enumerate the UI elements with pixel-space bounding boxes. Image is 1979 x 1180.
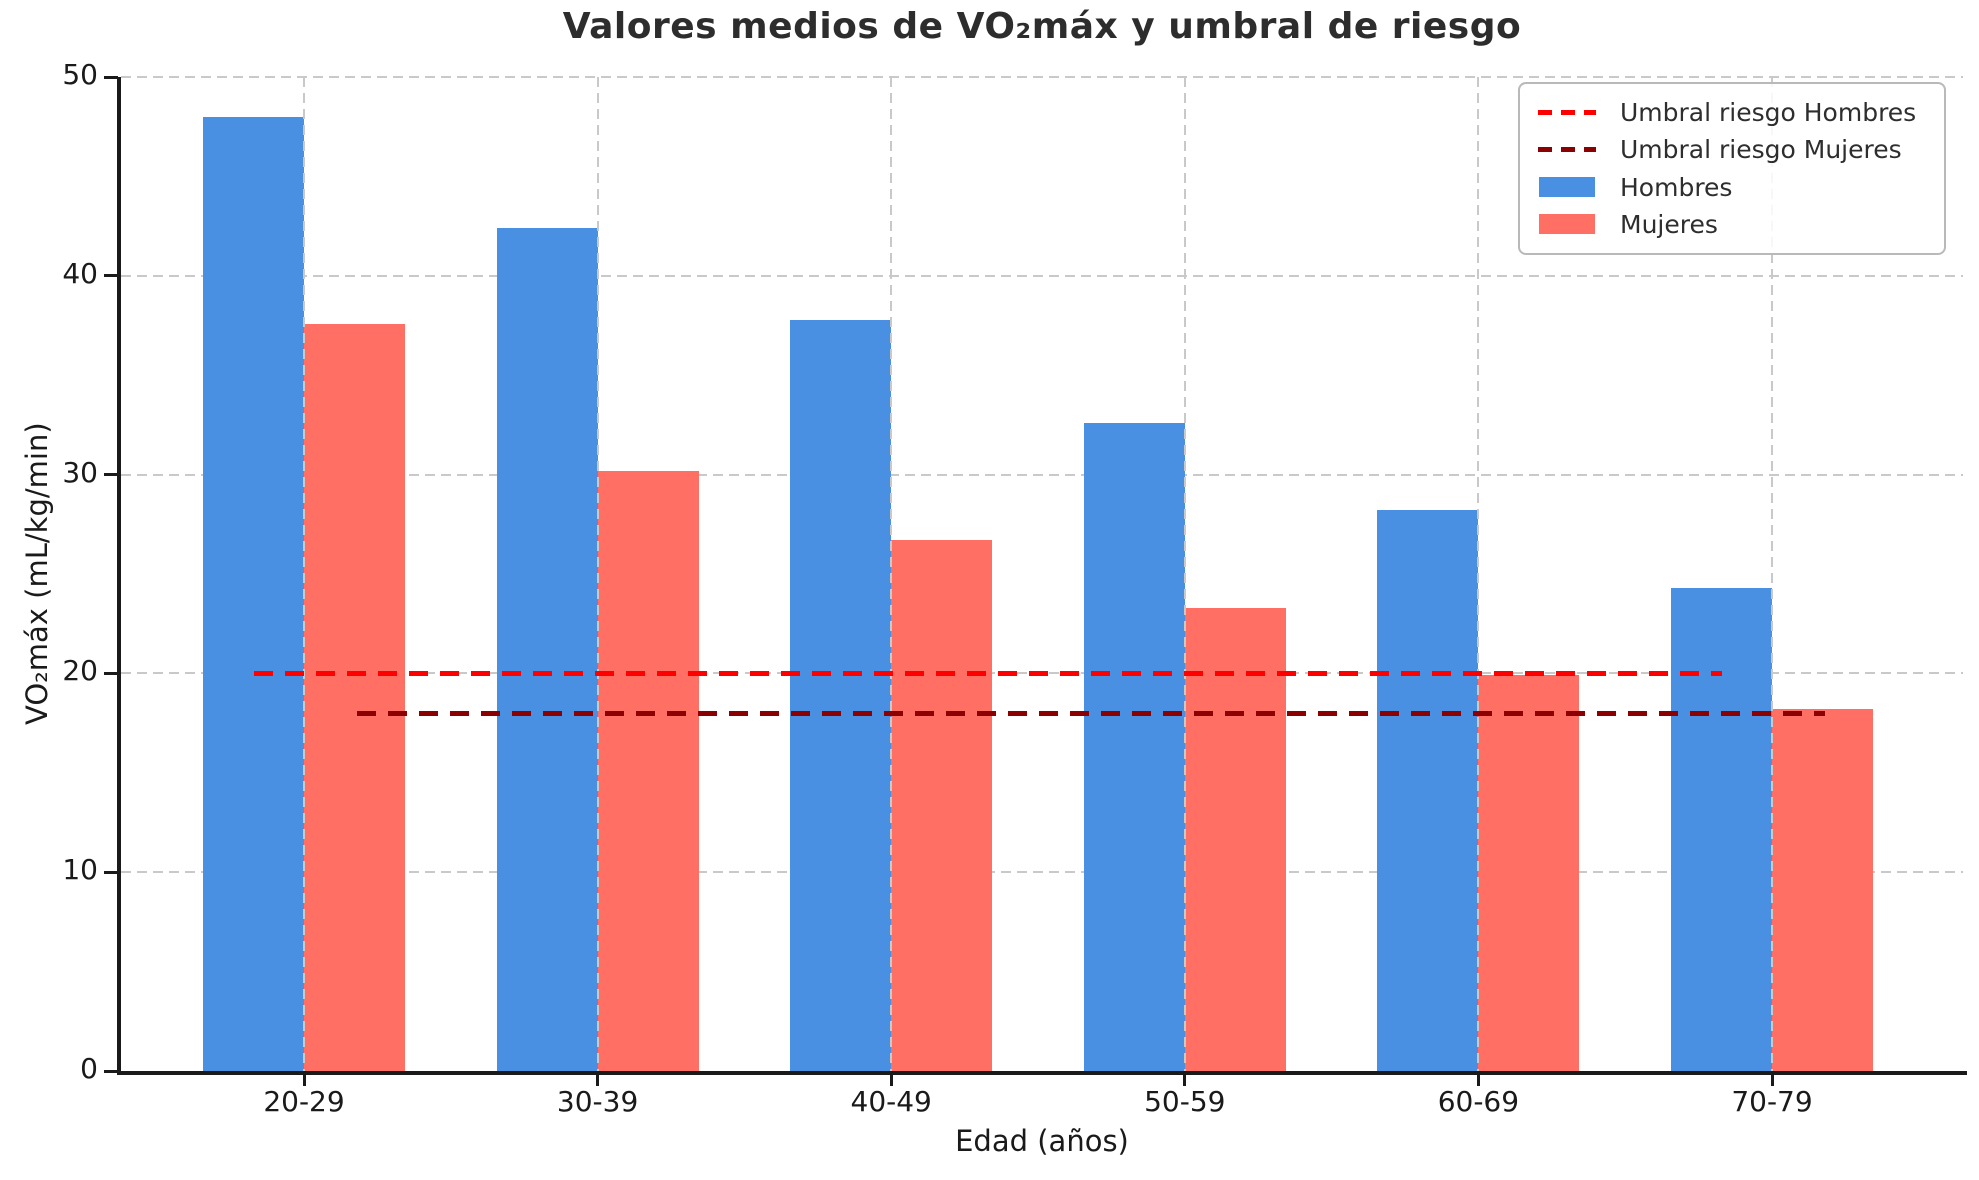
gridline-horizontal-50 — [121, 76, 1963, 78]
bar-mujeres-70-79 — [1772, 709, 1873, 1071]
x-tick-label-70-79: 70-79 — [1731, 1085, 1813, 1118]
y-tick-10 — [104, 870, 118, 874]
legend-label-umbral-riesgo-mujeres: Umbral riesgo Mujeres — [1620, 135, 1902, 165]
legend-label-mujeres: Mujeres — [1620, 209, 1718, 239]
umbral-riesgo-hombres-dashed-line-sample — [1538, 110, 1596, 116]
y-axis-spine — [117, 77, 121, 1075]
gridline-vertical-20-29 — [303, 77, 305, 1071]
legend-label-umbral-riesgo-hombres: Umbral riesgo Hombres — [1620, 98, 1917, 128]
bar-hombres-50-59 — [1083, 422, 1185, 1071]
x-tick-70-79 — [1770, 1073, 1774, 1086]
legend: Umbral riesgo Hombres Umbral riesgo Mujer… — [1518, 82, 1946, 255]
x-tick-label-20-29: 20-29 — [263, 1085, 345, 1118]
legend-item-umbral-riesgo-mujeres: Umbral riesgo Mujeres — [1538, 132, 1926, 168]
x-tick-label-30-39: 30-39 — [556, 1085, 639, 1118]
bar-mujeres-50-59 — [1184, 607, 1286, 1071]
threshold-line-umbral-riesgo-hombres — [253, 670, 1722, 676]
gridline-vertical-70-79 — [1771, 77, 1773, 1071]
bar-hombres-30-39 — [496, 228, 598, 1071]
legend-item-mujeres: Mujeres — [1538, 206, 1926, 242]
legend-swatch-hombres — [1538, 177, 1596, 198]
legend-swatch-umbral-riesgo-hombres — [1538, 110, 1596, 116]
legend-item-hombres: Hombres — [1538, 169, 1926, 205]
x-tick-30-39 — [596, 1073, 600, 1086]
gridline-vertical-30-39 — [596, 77, 599, 1071]
bar-mujeres-40-49 — [891, 540, 993, 1071]
umbral-riesgo-mujeres-dashed-line-sample — [1538, 147, 1596, 153]
x-tick-40-49 — [889, 1073, 893, 1086]
x-tick-label-40-49: 40-49 — [850, 1085, 932, 1118]
gridline-horizontal-40 — [121, 274, 1963, 277]
chart-title: Valores medios de VO₂máx y umbral de rie… — [562, 6, 1522, 47]
bar-hombres-20-29 — [203, 116, 304, 1071]
y-tick-label-20: 20 — [62, 654, 98, 688]
bar-hombres-60-69 — [1377, 510, 1479, 1071]
x-tick-50-59 — [1183, 1073, 1187, 1086]
x-axis-label: Edad (años) — [955, 1124, 1129, 1158]
x-tick-20-29 — [302, 1073, 306, 1086]
legend-label-hombres: Hombres — [1620, 172, 1733, 202]
x-tick-label-60-69: 60-69 — [1437, 1085, 1520, 1118]
gridline-horizontal-30 — [121, 473, 1963, 476]
y-tick-50 — [104, 75, 118, 79]
y-tick-label-0: 0 — [80, 1052, 98, 1085]
bar-hombres-70-79 — [1671, 587, 1772, 1071]
gridline-vertical-60-69 — [1477, 77, 1480, 1071]
y-tick-label-50: 50 — [62, 58, 98, 91]
y-axis-label: VO₂máx (mL/kg/min) — [20, 422, 54, 726]
plot-area: Umbral riesgo Hombres Umbral riesgo Mujer… — [117, 76, 1967, 1075]
gridline-horizontal-10 — [121, 871, 1963, 874]
y-tick-40 — [104, 274, 118, 278]
gridline-vertical-40-49 — [890, 77, 893, 1071]
x-tick-label-50-59: 50-59 — [1144, 1085, 1226, 1118]
bar-hombres-40-49 — [790, 319, 892, 1071]
x-axis-spine — [117, 1071, 1967, 1075]
legend-swatch-umbral-riesgo-mujeres — [1538, 147, 1596, 153]
mujeres-color-patch — [1539, 214, 1595, 235]
bar-mujeres-20-29 — [304, 323, 405, 1071]
legend-item-umbral-riesgo-hombres: Umbral riesgo Hombres — [1538, 95, 1926, 131]
bar-mujeres-30-39 — [597, 470, 699, 1071]
bar-mujeres-60-69 — [1478, 675, 1580, 1071]
y-tick-label-30: 30 — [62, 455, 98, 489]
hombres-color-patch — [1539, 177, 1595, 198]
y-tick-20 — [104, 671, 118, 675]
x-tick-60-69 — [1476, 1073, 1480, 1086]
y-tick-30 — [104, 473, 118, 477]
threshold-line-umbral-riesgo-mujeres — [356, 710, 1825, 716]
y-tick-0 — [104, 1069, 118, 1073]
gridline-vertical-50-59 — [1183, 77, 1186, 1071]
legend-swatch-mujeres — [1538, 214, 1596, 235]
y-tick-label-40: 40 — [62, 256, 98, 290]
y-tick-label-10: 10 — [62, 853, 98, 887]
